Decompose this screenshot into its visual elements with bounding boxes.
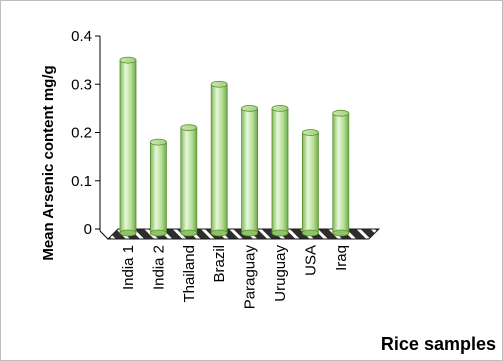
bar-top bbox=[181, 125, 197, 131]
bar-series bbox=[120, 57, 349, 236]
y-tick-label: 0.3 bbox=[71, 76, 92, 93]
x-tick-label: Thailand bbox=[181, 245, 198, 303]
bar-base bbox=[302, 230, 318, 236]
x-tick-label: Brazil bbox=[211, 245, 228, 283]
bar-top bbox=[211, 81, 227, 87]
bar-base bbox=[211, 230, 227, 236]
bar-top bbox=[150, 139, 166, 145]
y-tick-label: 0.1 bbox=[71, 173, 92, 190]
bar bbox=[242, 105, 258, 236]
x-tick-label: Uruguay bbox=[272, 245, 289, 302]
x-tick-label: Iraq bbox=[333, 245, 350, 271]
bar-base bbox=[150, 230, 166, 236]
bar-body bbox=[333, 113, 349, 233]
bar bbox=[333, 110, 349, 236]
y-tick-label: 0 bbox=[84, 221, 92, 238]
bar bbox=[150, 139, 166, 236]
bar bbox=[120, 57, 136, 236]
bar-body bbox=[211, 84, 227, 233]
y-tick-label: 0.2 bbox=[71, 125, 92, 142]
axis-depth-line bbox=[100, 231, 108, 239]
y-axis-title: Mean Arsenic content mg/g bbox=[40, 65, 57, 260]
bar bbox=[302, 130, 318, 237]
bar bbox=[181, 125, 197, 236]
bar-base bbox=[272, 230, 288, 236]
x-tick-labels: India 1 India 2 Thailand Brazil Paraguay Urug… bbox=[120, 245, 350, 310]
bar-base bbox=[120, 230, 136, 236]
bar-body bbox=[302, 133, 318, 234]
x-axis-title: Rice samples bbox=[381, 334, 496, 354]
bar-top bbox=[120, 57, 136, 63]
y-tick-label: 0.4 bbox=[71, 28, 92, 45]
bar-top bbox=[242, 105, 258, 111]
bar-body bbox=[272, 108, 288, 233]
bar-body bbox=[242, 108, 258, 233]
bar-base bbox=[333, 230, 349, 236]
bar-body bbox=[181, 128, 197, 233]
bar-body bbox=[120, 60, 136, 233]
bar-body bbox=[150, 142, 166, 233]
bar-base bbox=[242, 230, 258, 236]
y-tick-labels: 0 0.1 0.2 0.3 0.4 bbox=[71, 28, 92, 238]
bar-top bbox=[272, 105, 288, 111]
x-tick-label: Paraguay bbox=[242, 245, 259, 310]
x-tick-label: India 1 bbox=[120, 245, 137, 290]
bar-top bbox=[333, 110, 349, 116]
bar-base bbox=[181, 230, 197, 236]
bar bbox=[272, 105, 288, 236]
x-tick-label: India 2 bbox=[150, 245, 167, 290]
bar-top bbox=[302, 130, 318, 136]
bar bbox=[211, 81, 227, 236]
x-tick-label: USA bbox=[302, 245, 319, 276]
